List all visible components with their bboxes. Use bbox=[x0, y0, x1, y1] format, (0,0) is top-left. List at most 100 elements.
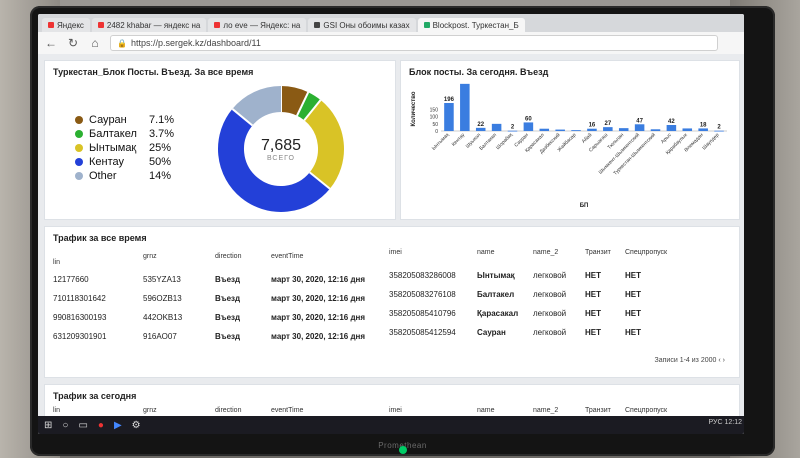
donut-chart bbox=[217, 86, 344, 212]
bar[interactable] bbox=[634, 124, 645, 131]
bar[interactable] bbox=[650, 129, 661, 131]
legend-pct: 25% bbox=[149, 142, 172, 154]
slice-separator bbox=[296, 91, 310, 117]
x-tick-label: Абай bbox=[580, 131, 593, 144]
bar[interactable] bbox=[571, 130, 581, 131]
bar[interactable] bbox=[507, 130, 518, 132]
bar[interactable] bbox=[682, 128, 693, 131]
bar[interactable] bbox=[587, 128, 597, 131]
column-header[interactable]: imei bbox=[389, 407, 402, 414]
back-arrow-icon[interactable]: ← bbox=[45, 36, 57, 50]
legend-item[interactable]: Ынтымақ 25% bbox=[75, 141, 174, 155]
x-tick-label: Балтакел bbox=[478, 132, 498, 152]
settings-gear-icon[interactable]: ⚙ bbox=[131, 419, 141, 431]
column-header[interactable]: name_2 bbox=[533, 249, 559, 256]
table-cell: март 30, 2020, 12:16 дня bbox=[271, 313, 366, 322]
task-view-icon[interactable]: ▭ bbox=[78, 419, 88, 431]
table-cell: легковой bbox=[533, 290, 567, 299]
bar[interactable] bbox=[555, 129, 565, 131]
column-header[interactable]: direction bbox=[215, 407, 242, 414]
table-cell: легковой bbox=[533, 328, 567, 337]
legend-item[interactable]: Кентау 50% bbox=[75, 155, 174, 169]
legend-pct: 14% bbox=[149, 170, 172, 182]
table-cell: Сауран bbox=[477, 328, 506, 337]
bar[interactable] bbox=[603, 127, 613, 131]
bar-value-label: 60 bbox=[525, 116, 532, 122]
table-cell: Балтакел bbox=[477, 290, 515, 299]
column-header[interactable]: eventTime bbox=[271, 253, 304, 260]
reload-icon[interactable]: ↻ bbox=[67, 36, 79, 50]
column-header[interactable]: name_2 bbox=[533, 407, 559, 414]
address-bar[interactable]: 🔒 https://p.sergek.kz/dashboard/11 bbox=[110, 35, 718, 51]
legend-item[interactable]: Балтакел 3.7% bbox=[75, 127, 174, 141]
column-header[interactable]: Спецпропуск bbox=[625, 249, 668, 256]
donut-slice[interactable] bbox=[303, 100, 344, 189]
bar[interactable] bbox=[539, 128, 550, 131]
table-cell: 442OKB13 bbox=[143, 313, 183, 322]
table-cell: НЕТ bbox=[625, 309, 641, 318]
media-icon[interactable]: ▶ bbox=[113, 419, 122, 431]
yandex-icon bbox=[97, 22, 104, 28]
donut-slice[interactable] bbox=[217, 108, 330, 212]
bar[interactable] bbox=[714, 130, 724, 132]
x-axis-label: БП bbox=[580, 203, 589, 209]
donut-title: Туркестан_Блок Посты. Въезд. За все врем… bbox=[53, 67, 254, 77]
bar[interactable] bbox=[491, 123, 502, 131]
table-pager[interactable]: Записи 1-4 из 2000 ‹ › bbox=[655, 357, 725, 364]
table-cell: март 30, 2020, 12:16 дня bbox=[271, 294, 366, 303]
tab-blockpost[interactable]: Blockpost. Туркестан_Б bbox=[417, 18, 525, 32]
column-header[interactable]: name bbox=[477, 407, 495, 414]
donut-slice[interactable] bbox=[232, 86, 282, 126]
home-icon[interactable]: ⌂ bbox=[91, 36, 99, 50]
language-indicator[interactable]: РУС bbox=[708, 419, 723, 426]
column-header[interactable]: eventTime bbox=[271, 407, 304, 414]
table-cell: НЕТ bbox=[625, 271, 641, 280]
tab-eve[interactable]: ло eve — Яндекс: на bbox=[208, 18, 307, 32]
legend-item[interactable]: Сауран 7.1% bbox=[75, 113, 174, 127]
tab-icon bbox=[423, 22, 430, 28]
column-header[interactable]: Спецпропуск bbox=[625, 407, 668, 414]
legend-pct: 50% bbox=[149, 156, 172, 168]
column-header[interactable]: name bbox=[477, 249, 495, 256]
donut-slice[interactable] bbox=[280, 86, 309, 116]
tab-yandex[interactable]: Яндекс bbox=[42, 18, 90, 32]
tab-khabar[interactable]: 2482 khabar — яндекс на bbox=[91, 18, 207, 32]
bar[interactable] bbox=[666, 125, 677, 131]
bar[interactable] bbox=[444, 103, 454, 131]
browser-toolbar: ← ↻ ⌂ 🔒 https://p.sergek.kz/dashboard/11 bbox=[38, 32, 744, 55]
legend-name: Ынтымақ bbox=[89, 142, 137, 154]
table-cell: НЕТ bbox=[585, 271, 601, 280]
column-header[interactable]: Транзит bbox=[585, 249, 611, 256]
column-header[interactable]: imei bbox=[389, 249, 402, 256]
legend-item[interactable]: Other 14% bbox=[75, 169, 174, 183]
search-icon[interactable]: ○ bbox=[62, 419, 69, 431]
yandex-icon bbox=[48, 22, 54, 28]
column-header[interactable]: grnz bbox=[143, 253, 157, 260]
bar[interactable] bbox=[698, 128, 708, 131]
bar-value-label: 2 bbox=[511, 125, 515, 131]
bar[interactable] bbox=[618, 128, 629, 131]
column-header[interactable]: lin bbox=[53, 259, 61, 266]
table-cell: 916AO07 bbox=[143, 332, 177, 341]
column-header[interactable]: Транзит bbox=[585, 407, 611, 414]
y-tick-label: 0 bbox=[435, 129, 438, 135]
table-cell: 596OZB13 bbox=[143, 294, 182, 303]
bar[interactable] bbox=[460, 83, 470, 131]
next-icon[interactable]: › bbox=[722, 357, 725, 364]
windows-start-icon[interactable]: ⊞ bbox=[44, 419, 53, 431]
bar[interactable] bbox=[475, 127, 486, 131]
tab-gsi[interactable]: GSI Оны обоимы казах bbox=[308, 18, 416, 32]
bar[interactable] bbox=[523, 122, 534, 131]
table-cell: легковой bbox=[533, 271, 567, 280]
donut-slice[interactable] bbox=[296, 92, 321, 121]
table-cell: НЕТ bbox=[585, 328, 601, 337]
browser-icon[interactable]: ● bbox=[97, 419, 104, 431]
column-header[interactable]: direction bbox=[215, 253, 242, 260]
table-cell: легковой bbox=[533, 309, 567, 318]
prev-icon[interactable]: ‹ bbox=[718, 357, 721, 364]
column-header[interactable]: grnz bbox=[143, 407, 157, 414]
bar-value-label: 22 bbox=[477, 122, 484, 128]
column-header[interactable]: lin bbox=[53, 407, 61, 414]
table-cell: НЕТ bbox=[585, 290, 601, 299]
